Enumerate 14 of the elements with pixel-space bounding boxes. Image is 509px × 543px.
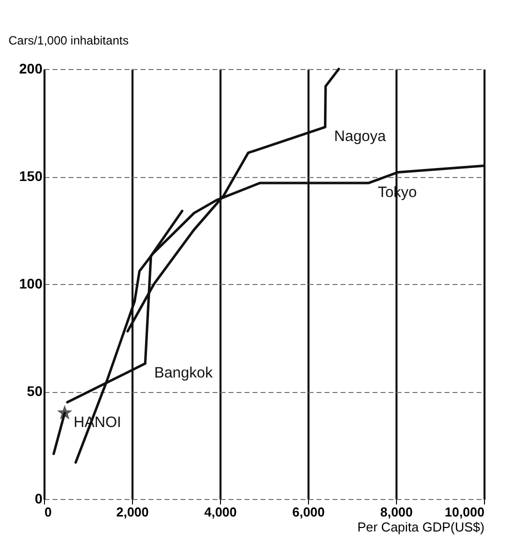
- x-tick-label: 2,000: [116, 504, 149, 520]
- series-label: Bangkok: [154, 364, 214, 382]
- x-tick-label: 8,000: [380, 504, 413, 520]
- y-tick-label: 100: [19, 276, 43, 292]
- y-tick-label: 0: [34, 490, 43, 506]
- y-tick-label: 150: [19, 168, 43, 184]
- x-tick-label: 4,000: [204, 504, 237, 520]
- y-axis-title: Cars/1,000 inhabitants: [8, 34, 129, 48]
- x-tick-label: 6,000: [292, 504, 325, 520]
- y-tick-label: 200: [19, 60, 43, 76]
- y-tick-label: 50: [26, 383, 43, 399]
- x-tick-label: 10,000: [444, 504, 484, 520]
- series-label: Nagoya: [334, 128, 387, 146]
- x-axis-title: Per Capita GDP(US$): [357, 520, 484, 534]
